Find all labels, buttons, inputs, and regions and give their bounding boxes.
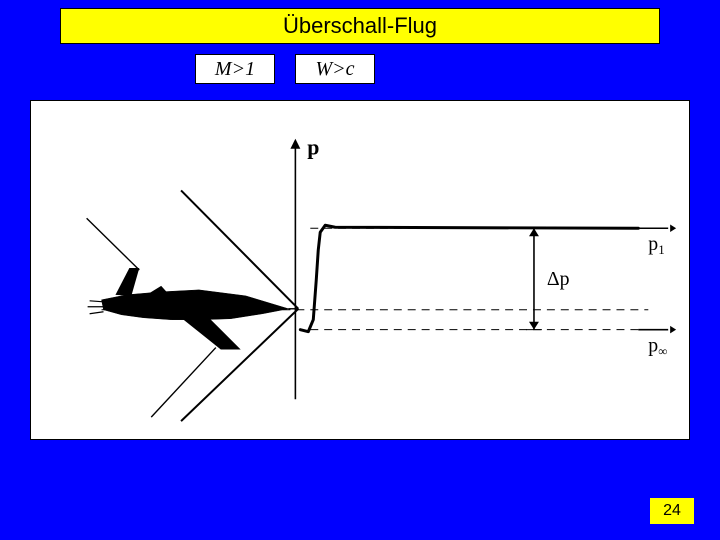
pressure-diagram: p p1 p∞ Δp <box>30 100 690 440</box>
pressure-diagram-svg: p p1 p∞ Δp <box>31 101 689 439</box>
svg-text:p1: p1 <box>648 233 664 257</box>
svg-text:Δp: Δp <box>547 268 570 290</box>
condition-mach-text: M>1 <box>215 58 255 81</box>
slide-root: Überschall-Flug M>1 W>c p p1 p∞ Δp 24 <box>0 0 720 540</box>
condition-speed: W>c <box>295 54 375 84</box>
svg-text:p∞: p∞ <box>648 335 667 359</box>
condition-speed-text: W>c <box>315 58 354 81</box>
slide-title: Überschall-Flug <box>60 8 660 44</box>
page-number: 24 <box>650 498 694 524</box>
page-number-text: 24 <box>663 502 681 520</box>
condition-mach: M>1 <box>195 54 275 84</box>
slide-title-text: Überschall-Flug <box>283 13 437 39</box>
svg-text:p: p <box>307 136 319 160</box>
